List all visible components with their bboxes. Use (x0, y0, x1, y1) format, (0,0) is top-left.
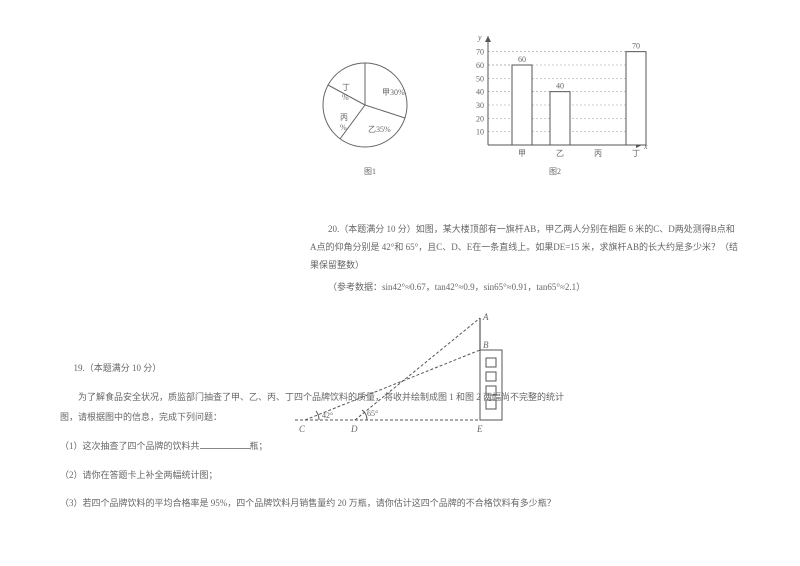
bar-chart-wrap: x y 604070 甲乙丙丁 10203040506070 图2 (460, 30, 650, 177)
bar-caption: 图2 (460, 166, 650, 177)
q19-block: 19.（本题满分 10 分） 为了解食品安全状况，质监部门抽查了甲、乙、丙、丁四… (60, 358, 565, 522)
charts-row: 甲30% 乙35% 丙 % 丁 % 图1 x y 604070 甲乙丙丁 102… (310, 30, 650, 177)
svg-text:70: 70 (476, 48, 484, 57)
svg-text:乙: 乙 (556, 149, 564, 158)
svg-text:30: 30 (476, 101, 484, 110)
svg-text:50: 50 (476, 74, 484, 83)
pie-label-pct1: % (340, 123, 347, 132)
pie-label-pct2: % (342, 93, 349, 102)
q19-line1: 为了解食品安全状况，质监部门抽查了甲、乙、丙、丁四个品牌饮料的质量，将收并绘制成… (60, 387, 565, 428)
svg-text:60: 60 (518, 55, 526, 64)
q19-line2-wrap: （1）这次抽查了四个品牌的饮料共 瓶； (60, 436, 565, 457)
pie-label-ding: 丁 (342, 83, 350, 92)
svg-text:40: 40 (556, 82, 564, 91)
svg-text:丙: 丙 (594, 149, 602, 158)
pie-chart: 甲30% 乙35% 丙 % 丁 % (310, 50, 430, 160)
svg-text:60: 60 (476, 61, 484, 70)
q19-line3: （2）请你在答题卡上补全两幅统计图； (60, 465, 565, 486)
svg-text:10: 10 (476, 128, 484, 137)
svg-text:70: 70 (632, 42, 640, 51)
svg-text:20: 20 (476, 114, 484, 123)
q19-line2: （1）这次抽查了四个品牌的饮料共 (60, 441, 200, 451)
pie-label-jia: 甲30% (382, 88, 405, 97)
q19-line4: （3）若四个品牌饮料的平均合格率是 95%，四个品牌饮料月销售量约 20 万瓶，… (60, 493, 565, 514)
pie-chart-wrap: 甲30% 乙35% 丙 % 丁 % 图1 (310, 50, 430, 177)
q19-line0: 19.（本题满分 10 分） (60, 358, 565, 379)
pie-caption: 图1 (310, 166, 430, 177)
q20-label-B: B (483, 340, 489, 350)
bar-chart: x y 604070 甲乙丙丁 10203040506070 (460, 30, 650, 160)
pie-label-bing: 丙 (340, 113, 348, 122)
q20-para2: （参考数据：sin42°≈0.67，tan42°≈0.9，sin65°≈0.91… (310, 278, 740, 296)
svg-text:40: 40 (476, 88, 484, 97)
q20-para1: 20.（本题满分 10 分）如图，某大楼顶部有一旗杆AB，甲乙两人分别在相距 6… (310, 220, 740, 274)
svg-text:甲: 甲 (518, 149, 526, 158)
svg-text:丁: 丁 (632, 149, 640, 158)
q19-line2b: 瓶； (250, 441, 268, 451)
q20-block: 20.（本题满分 10 分）如图，某大楼顶部有一旗杆AB，甲乙两人分别在相距 6… (310, 220, 740, 300)
pie-label-yi: 乙35% (368, 125, 391, 134)
blank-input[interactable] (200, 439, 250, 449)
q20-label-A: A (482, 312, 489, 322)
bar-y-arrow-label: y (477, 33, 482, 42)
